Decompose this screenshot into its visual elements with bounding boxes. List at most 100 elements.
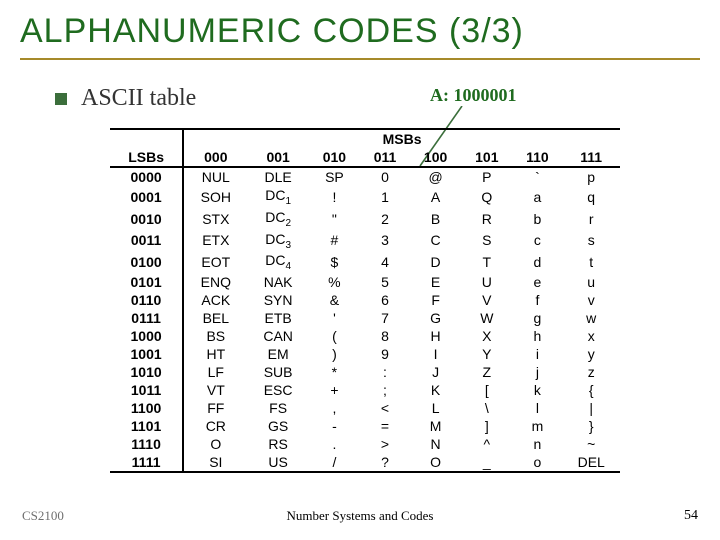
ascii-cell: & <box>309 291 360 309</box>
ascii-table: MSBs LSBs 000001010011100101110111 0000N… <box>110 128 620 473</box>
lsb-cell: 1110 <box>110 435 183 453</box>
ascii-cell: c <box>512 230 562 252</box>
ascii-cell: l <box>512 399 562 417</box>
ascii-cell: DC2 <box>247 208 308 230</box>
ascii-cell: J <box>410 363 461 381</box>
ascii-cell: U <box>461 273 512 291</box>
ascii-cell: x <box>562 327 620 345</box>
ascii-cell: NUL <box>183 167 247 186</box>
ascii-cell: K <box>410 381 461 399</box>
ascii-cell: BS <box>183 327 247 345</box>
ascii-cell: s <box>562 230 620 252</box>
ascii-cell: $ <box>309 251 360 273</box>
footer-topic: Number Systems and Codes <box>0 508 720 524</box>
ascii-cell: - <box>309 417 360 435</box>
ascii-cell: % <box>309 273 360 291</box>
table-row: 1001HTEM)9IYiy <box>110 345 620 363</box>
ascii-cell: . <box>309 435 360 453</box>
table-row: 1100FFFS,<L\l| <box>110 399 620 417</box>
ascii-table-body: 0000NULDLESP0@P`p0001SOHDC1!1AQaq0010STX… <box>110 167 620 472</box>
msb-header-cell: 101 <box>461 148 512 167</box>
ascii-cell: [ <box>461 381 512 399</box>
corner-blank <box>110 129 183 148</box>
table-row: 0000NULDLESP0@P`p <box>110 167 620 186</box>
msb-header-cell: 100 <box>410 148 461 167</box>
ascii-cell: q <box>562 186 620 208</box>
table-row: 0001SOHDC1!1AQaq <box>110 186 620 208</box>
ascii-cell: < <box>360 399 410 417</box>
ascii-cell: ~ <box>562 435 620 453</box>
ascii-cell: DC1 <box>247 186 308 208</box>
ascii-cell: = <box>360 417 410 435</box>
table-row: 1000BSCAN(8HXhx <box>110 327 620 345</box>
msb-header-cell: 011 <box>360 148 410 167</box>
ascii-cell: A <box>410 186 461 208</box>
ascii-cell: US <box>247 453 308 472</box>
ascii-cell: o <box>512 453 562 472</box>
slide-title: ALPHANUMERIC CODES (3/3) <box>20 12 524 51</box>
table-row: 0010STXDC2"2BRbr <box>110 208 620 230</box>
ascii-cell: W <box>461 309 512 327</box>
ascii-cell: Z <box>461 363 512 381</box>
ascii-cell: g <box>512 309 562 327</box>
msb-header-row: LSBs 000001010011100101110111 <box>110 148 620 167</box>
ascii-cell: v <box>562 291 620 309</box>
ascii-cell: 6 <box>360 291 410 309</box>
ascii-cell: ACK <box>183 291 247 309</box>
slide: ALPHANUMERIC CODES (3/3) ASCII table A: … <box>0 0 720 540</box>
ascii-cell: RS <box>247 435 308 453</box>
ascii-cell: y <box>562 345 620 363</box>
ascii-cell: D <box>410 251 461 273</box>
ascii-cell: _ <box>461 453 512 472</box>
table-row: 1110ORS.>N^n~ <box>110 435 620 453</box>
ascii-cell: CR <box>183 417 247 435</box>
ascii-cell: 1 <box>360 186 410 208</box>
ascii-cell: a <box>512 186 562 208</box>
ascii-cell: SOH <box>183 186 247 208</box>
table-row: 0011ETXDC3#3CScs <box>110 230 620 252</box>
ascii-cell: / <box>309 453 360 472</box>
lsb-cell: 0110 <box>110 291 183 309</box>
ascii-cell: k <box>512 381 562 399</box>
ascii-cell: C <box>410 230 461 252</box>
ascii-cell: p <box>562 167 620 186</box>
ascii-cell: SI <box>183 453 247 472</box>
lsb-cell: 0000 <box>110 167 183 186</box>
table-row: 0100EOTDC4$4DTdt <box>110 251 620 273</box>
ascii-cell: STX <box>183 208 247 230</box>
ascii-cell: m <box>512 417 562 435</box>
msb-header-cell: 000 <box>183 148 247 167</box>
ascii-cell: H <box>410 327 461 345</box>
ascii-table-head: MSBs LSBs 000001010011100101110111 <box>110 129 620 167</box>
ascii-cell: F <box>410 291 461 309</box>
ascii-cell: 0 <box>360 167 410 186</box>
table-row: 0111BELETB'7GWgw <box>110 309 620 327</box>
msb-header-cell: 001 <box>247 148 308 167</box>
ascii-cell: FS <box>247 399 308 417</box>
lsb-cell: 0111 <box>110 309 183 327</box>
ascii-cell: # <box>309 230 360 252</box>
ascii-cell: LF <box>183 363 247 381</box>
lsb-cell: 1111 <box>110 453 183 472</box>
ascii-cell: O <box>183 435 247 453</box>
ascii-cell: EOT <box>183 251 247 273</box>
ascii-cell: ! <box>309 186 360 208</box>
ascii-cell: DC4 <box>247 251 308 273</box>
ascii-cell: HT <box>183 345 247 363</box>
ascii-cell: \ <box>461 399 512 417</box>
msb-header-cell: 010 <box>309 148 360 167</box>
lsb-cell: 1000 <box>110 327 183 345</box>
ascii-cell: E <box>410 273 461 291</box>
ascii-cell: w <box>562 309 620 327</box>
ascii-cell: BEL <box>183 309 247 327</box>
table-row: 0110ACKSYN&6FVfv <box>110 291 620 309</box>
ascii-cell: > <box>360 435 410 453</box>
ascii-cell: GS <box>247 417 308 435</box>
ascii-cell: } <box>562 417 620 435</box>
ascii-cell: ` <box>512 167 562 186</box>
ascii-cell: ETX <box>183 230 247 252</box>
ascii-cell: DLE <box>247 167 308 186</box>
lsb-cell: 1100 <box>110 399 183 417</box>
bullet-square-icon <box>55 93 67 105</box>
ascii-cell: e <box>512 273 562 291</box>
